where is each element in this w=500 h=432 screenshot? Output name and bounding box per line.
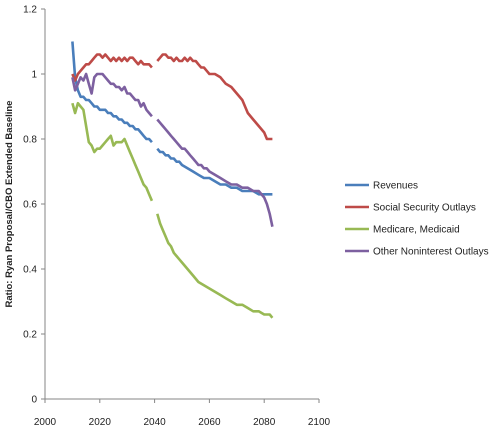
y-tick-label: 0.6 [23, 200, 37, 211]
legend-label-medicare-medicaid: Medicare, Medicaid [373, 225, 460, 236]
y-axis-label: Ratio: Ryan Proposal/CBO Extended Baseli… [4, 101, 15, 308]
series-line-revenues [71, 41, 153, 144]
series-line-social-security-outlays [156, 53, 273, 141]
tick-marks [41, 8, 320, 403]
legend-label-other-noninterest-outlays: Other Noninterest Outlays [373, 247, 489, 258]
legend-label-revenues: Revenues [373, 181, 418, 192]
legend-label-social-security-outlays: Social Security Outlays [373, 203, 476, 214]
x-tick-label: 2100 [308, 417, 331, 427]
y-tick-label: 0.4 [23, 265, 37, 276]
x-tick-label: 2040 [143, 417, 166, 427]
legend: Revenues Social Security Outlays Medicare,… [345, 181, 489, 258]
series-line-revenues [156, 147, 273, 196]
y-tick-label: 0.2 [23, 330, 37, 341]
series-line-other-noninterest-outlays [71, 72, 153, 118]
x-tick-label: 2020 [89, 417, 112, 427]
axes [44, 9, 319, 400]
y-tick-label: 1.2 [23, 5, 37, 16]
series-lines [71, 41, 274, 319]
y-tick-label: 0.8 [23, 135, 37, 146]
x-tick-label: 2000 [34, 417, 57, 427]
y-tick-label: 0 [31, 395, 37, 406]
series-line-medicare-medicaid [71, 101, 154, 202]
x-tick-labels: 2000 2020 2040 2060 2080 2100 [34, 417, 331, 428]
series-line-medicare-medicaid [156, 213, 274, 319]
x-tick-label: 2060 [198, 417, 221, 427]
y-tick-label: 1 [31, 70, 37, 81]
y-tick-labels: 0 0.2 0.4 0.6 0.8 1 1.2 [23, 5, 37, 406]
series-line-social-security-outlays [71, 53, 153, 82]
x-tick-label: 2080 [253, 417, 276, 427]
series-line-other-noninterest-outlays [156, 118, 274, 227]
